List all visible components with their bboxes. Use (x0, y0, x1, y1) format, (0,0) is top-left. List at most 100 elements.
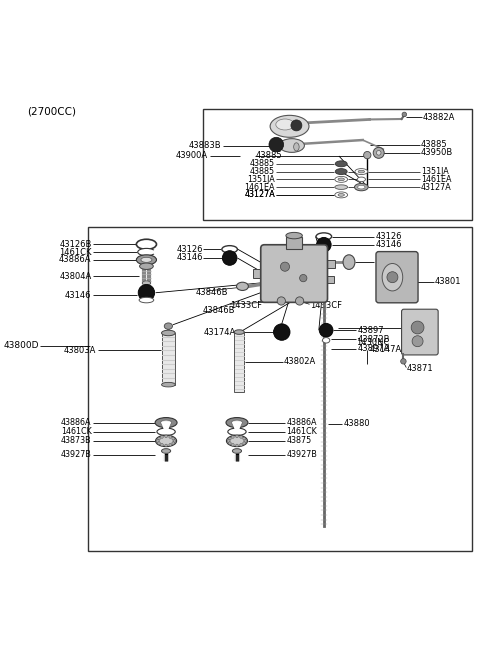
Ellipse shape (338, 193, 345, 196)
Text: 43174A: 43174A (204, 328, 236, 337)
Ellipse shape (323, 337, 330, 343)
Ellipse shape (154, 250, 156, 254)
Bar (234, 332, 244, 392)
Circle shape (236, 435, 239, 438)
Ellipse shape (279, 139, 304, 153)
Circle shape (231, 436, 234, 438)
Ellipse shape (316, 233, 332, 240)
Ellipse shape (358, 170, 364, 173)
Text: 43880: 43880 (344, 419, 370, 428)
Bar (253, 269, 266, 278)
Text: 43127A: 43127A (421, 183, 452, 192)
Ellipse shape (161, 383, 175, 387)
FancyBboxPatch shape (376, 252, 418, 303)
Text: 43147A: 43147A (370, 345, 402, 354)
Circle shape (228, 440, 230, 442)
Circle shape (411, 321, 424, 334)
Ellipse shape (237, 282, 248, 290)
Text: 43885: 43885 (421, 140, 447, 149)
Text: 1433CF: 1433CF (230, 301, 262, 310)
Ellipse shape (140, 263, 153, 269)
Text: 43875: 43875 (287, 436, 312, 445)
Text: 43900A: 43900A (176, 151, 208, 160)
Bar (286, 236, 302, 250)
Ellipse shape (222, 246, 238, 253)
Circle shape (376, 151, 381, 155)
Bar (88, 227, 472, 551)
Ellipse shape (270, 115, 309, 138)
Text: 43804A: 43804A (60, 272, 92, 281)
Ellipse shape (335, 168, 347, 174)
Ellipse shape (156, 435, 177, 447)
Ellipse shape (335, 185, 348, 189)
Circle shape (172, 438, 175, 440)
Ellipse shape (276, 119, 294, 130)
Text: 43801: 43801 (435, 277, 461, 286)
Text: 43803A: 43803A (64, 346, 96, 355)
Text: 43126: 43126 (176, 245, 203, 253)
Ellipse shape (335, 176, 348, 182)
Circle shape (240, 443, 242, 446)
Circle shape (231, 443, 234, 446)
Ellipse shape (161, 420, 171, 425)
Circle shape (319, 324, 333, 337)
Text: 43885: 43885 (250, 159, 275, 168)
Circle shape (240, 436, 242, 438)
Circle shape (277, 297, 286, 305)
Ellipse shape (354, 183, 368, 191)
Text: 43127A: 43127A (244, 191, 275, 199)
Ellipse shape (338, 178, 345, 181)
Text: 43800D: 43800D (4, 341, 39, 350)
FancyBboxPatch shape (261, 245, 327, 303)
Ellipse shape (335, 192, 348, 198)
Circle shape (412, 336, 423, 346)
Text: 1461EA: 1461EA (421, 175, 451, 184)
Circle shape (173, 440, 176, 442)
Circle shape (138, 284, 155, 301)
Ellipse shape (139, 297, 154, 303)
Ellipse shape (141, 257, 152, 263)
Wedge shape (234, 422, 240, 432)
Text: (2700CC): (2700CC) (26, 107, 76, 117)
Ellipse shape (357, 177, 365, 181)
Text: 43883B: 43883B (188, 141, 221, 150)
Circle shape (243, 442, 245, 445)
Text: 1461CK: 1461CK (61, 427, 92, 436)
Circle shape (402, 112, 407, 117)
Ellipse shape (226, 418, 248, 428)
Text: 43885: 43885 (255, 151, 282, 160)
Text: 43882A: 43882A (423, 113, 456, 122)
Text: 43802A: 43802A (284, 357, 316, 366)
Circle shape (274, 324, 290, 341)
Text: 43126: 43126 (375, 232, 402, 241)
Circle shape (161, 443, 163, 446)
Wedge shape (163, 422, 169, 432)
Ellipse shape (343, 255, 355, 269)
Text: 43897A: 43897A (357, 344, 390, 353)
Ellipse shape (355, 168, 368, 174)
Ellipse shape (228, 428, 246, 436)
Circle shape (161, 436, 163, 438)
Circle shape (165, 444, 168, 447)
Circle shape (296, 297, 304, 305)
Text: 43927B: 43927B (287, 450, 317, 459)
Circle shape (243, 438, 245, 440)
Text: 43886A: 43886A (59, 255, 92, 265)
Text: 43146: 43146 (65, 291, 92, 300)
Circle shape (157, 438, 160, 440)
Ellipse shape (138, 248, 155, 255)
Circle shape (228, 442, 231, 445)
Circle shape (291, 120, 302, 131)
Text: 43871: 43871 (406, 364, 433, 373)
Bar (203, 109, 472, 220)
Circle shape (269, 138, 284, 152)
Text: 1430NC: 1430NC (356, 337, 389, 346)
Ellipse shape (234, 329, 244, 334)
Circle shape (222, 251, 237, 265)
Text: 43127A: 43127A (244, 191, 275, 199)
Text: 43126B: 43126B (59, 240, 92, 249)
Circle shape (401, 358, 406, 364)
Text: 43886A: 43886A (61, 418, 92, 427)
Circle shape (244, 440, 247, 442)
Ellipse shape (294, 143, 299, 151)
